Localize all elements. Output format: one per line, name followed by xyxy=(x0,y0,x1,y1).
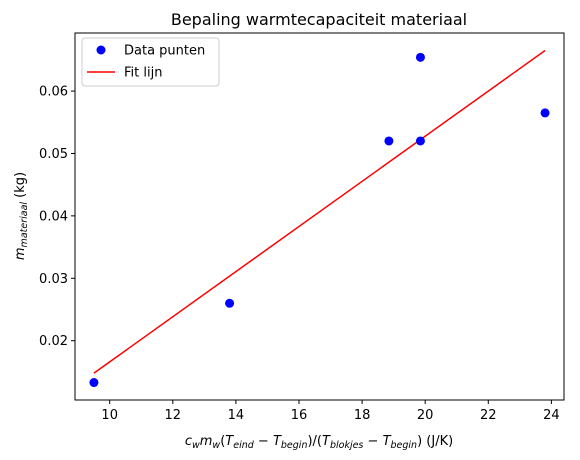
x-tick-label: 14 xyxy=(228,408,245,423)
y-tick-label: 0.06 xyxy=(39,85,68,100)
x-tick-label: 16 xyxy=(291,408,308,423)
data-point xyxy=(540,108,550,118)
legend-label: Data punten xyxy=(124,44,205,59)
plot-marks xyxy=(89,49,550,388)
y-tick-label: 0.04 xyxy=(39,209,68,224)
chart-title: Bepaling warmtecapaciteit materiaal xyxy=(171,10,467,29)
legend-box xyxy=(81,37,220,87)
x-tick-label: 18 xyxy=(354,408,371,423)
legend-label: Fit lijn xyxy=(124,66,162,81)
y-tick-label: 0.02 xyxy=(39,334,68,349)
x-tick-label: 24 xyxy=(543,408,560,423)
data-point xyxy=(89,378,99,388)
y-tick-label: 0.03 xyxy=(39,272,68,287)
x-tick-label: 10 xyxy=(101,408,118,423)
x-axis: 10 12 14 16 18 20 22 24 xyxy=(101,400,560,423)
data-point xyxy=(415,136,425,146)
legend-marker-scatter xyxy=(96,45,106,55)
x-tick-label: 22 xyxy=(480,408,497,423)
plot-area-frame xyxy=(74,32,565,401)
legend: Data punten Fit lijn xyxy=(81,37,220,87)
y-tick-label: 0.05 xyxy=(39,147,68,162)
x-tick-label: 20 xyxy=(417,408,434,423)
data-point xyxy=(384,136,394,146)
x-axis-label: cwmw(Teind − Tbegin)/(Tblokjes − Tbegin)… xyxy=(185,434,453,451)
fit-line xyxy=(93,49,546,374)
data-point xyxy=(225,298,235,308)
data-point xyxy=(415,52,425,62)
y-axis: 0.02 0.03 0.04 0.05 0.06 xyxy=(39,85,75,349)
y-axis-label: mmateriaal (kg) xyxy=(13,172,30,260)
x-tick-label: 12 xyxy=(165,408,182,423)
